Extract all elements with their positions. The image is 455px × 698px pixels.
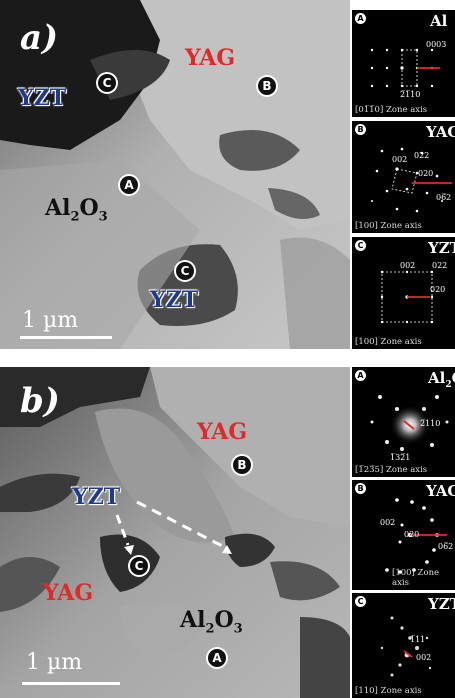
phase-label-yag: YAG xyxy=(185,45,236,71)
phase-label-yzt-bottom: YZT xyxy=(150,287,199,313)
sad-title: YZT xyxy=(428,239,455,257)
diffraction-pattern-c-yzt: C YZT 002 022 020 [100] Zone axis xyxy=(352,237,455,349)
marker-a: A xyxy=(120,176,138,194)
phase-label-yag-left: YAG xyxy=(43,580,94,606)
index-label: 002 xyxy=(416,653,432,662)
marker-b: B xyxy=(233,456,251,474)
tem-image-b: b) YAG YZT YAG Al2O3 B C A 1 µm xyxy=(0,367,350,698)
diffraction-spots xyxy=(380,270,434,324)
panel-label-a: a) xyxy=(20,18,59,58)
tem-image-a: a) YZT YAG Al2O3 YZT C B A C 1 µm xyxy=(0,0,350,349)
index-label: 022 xyxy=(432,261,448,270)
index-label: 020 xyxy=(404,530,420,539)
index-label: 06̅2 xyxy=(438,542,454,551)
sad-marker-b: B xyxy=(355,124,366,135)
diffraction-spots xyxy=(370,48,440,88)
index-label: 0003 xyxy=(426,40,447,49)
zone-axis-label: [110] Zone axis xyxy=(355,686,422,696)
zone-axis-label: [100] Zone axis xyxy=(392,568,440,588)
index-label: 002 xyxy=(380,518,396,527)
index-label: 2̅1̅10 xyxy=(400,90,421,99)
diffraction-pattern-a-alumina-b: A Al2O 2̅110 1̅32̅1 [1̅23̅5] Zone axis xyxy=(352,367,455,477)
tem-a-graphic xyxy=(0,0,350,349)
phase-label-yzt: YZT xyxy=(18,85,67,111)
diffraction-pattern-b-yag: B YAG 022 002 020 06̅2 [100] Zone axis xyxy=(352,121,455,233)
sad-title: YAG xyxy=(426,123,455,141)
phase-label-yag: YAG xyxy=(197,419,248,445)
tem-b-graphic xyxy=(0,367,350,698)
phase-label-al2o3: Al2O3 xyxy=(45,195,108,225)
sad-title: YAG xyxy=(426,482,455,500)
zone-axis-label: [1̅23̅5] Zone axis xyxy=(355,465,428,475)
diffraction-pattern-a-alumina: A Al 0003 2̅1̅10 [01̅1̅0] Zone axis xyxy=(352,10,455,117)
sad-title: Al2O xyxy=(428,369,455,390)
index-label: 002 xyxy=(400,261,416,270)
sad-title: YZT xyxy=(428,595,455,613)
zone-axis-label: [100] Zone axis xyxy=(355,221,422,231)
diffraction-spots xyxy=(380,616,432,677)
sad-marker-b: B xyxy=(355,483,366,494)
sad-marker-a: A xyxy=(355,13,366,24)
marker-b: B xyxy=(258,77,276,95)
marker-c: C xyxy=(98,74,116,92)
scale-bar xyxy=(22,682,120,685)
phase-label-al2o3: Al2O3 xyxy=(180,607,243,637)
diffraction-spots xyxy=(371,147,452,213)
index-label: 022 xyxy=(414,151,430,160)
index-label: 002 xyxy=(392,155,408,164)
diffraction-spots xyxy=(385,498,447,574)
zone-axis-label: [100] Zone axis xyxy=(355,337,422,347)
phase-label-yzt: YZT xyxy=(72,484,121,510)
zone-axis-label: [01̅1̅0] Zone axis xyxy=(355,105,428,115)
marker-c: C xyxy=(176,262,194,280)
scale-label: 1 µm xyxy=(26,650,83,675)
index-label: 1̅11 xyxy=(410,635,426,644)
index-label: 06̅2 xyxy=(436,193,452,202)
panel-label-b: b) xyxy=(20,381,60,421)
marker-c: C xyxy=(130,557,148,575)
sad-title: Al xyxy=(430,12,448,30)
index-label: 1̅32̅1 xyxy=(390,453,411,462)
scale-label: 1 µm xyxy=(22,308,79,333)
index-label: 2̅110 xyxy=(420,419,441,428)
scale-bar xyxy=(20,336,112,339)
marker-a: A xyxy=(208,649,226,667)
index-label: 020 xyxy=(430,285,446,294)
diffraction-pattern-c-yzt-b: C YZT 1̅11 002 [110] Zone axis xyxy=(352,593,455,698)
index-label: 020 xyxy=(418,169,434,178)
diffraction-pattern-b-yag-b: B YAG 002 020 06̅2 [100] Zone axis xyxy=(352,480,455,590)
sad-marker-c: C xyxy=(355,240,366,251)
sad-marker-a: A xyxy=(355,370,366,381)
sad-marker-c: C xyxy=(355,596,366,607)
diffraction-spots xyxy=(370,395,449,451)
